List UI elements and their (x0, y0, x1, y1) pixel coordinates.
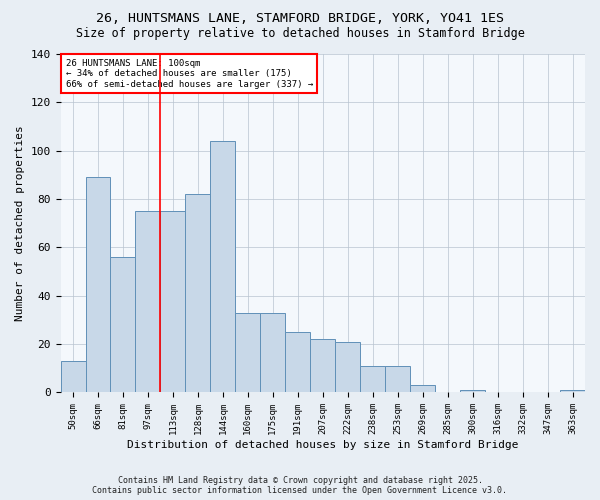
Bar (335, 342, 360, 392)
Text: 26 HUNTSMANS LANE: 100sqm
← 34% of detached houses are smaller (175)
66% of semi: 26 HUNTSMANS LANE: 100sqm ← 34% of detac… (65, 59, 313, 88)
Bar (460, 390, 485, 392)
Text: 26, HUNTSMANS LANE, STAMFORD BRIDGE, YORK, YO41 1ES: 26, HUNTSMANS LANE, STAMFORD BRIDGE, YOR… (96, 12, 504, 26)
Bar (110, 257, 136, 392)
Bar (310, 340, 335, 392)
Bar (160, 211, 185, 392)
Bar (410, 385, 435, 392)
Bar (61, 361, 86, 392)
X-axis label: Distribution of detached houses by size in Stamford Bridge: Distribution of detached houses by size … (127, 440, 518, 450)
Bar (136, 211, 160, 392)
Bar (560, 390, 585, 392)
Bar (260, 312, 286, 392)
Bar (211, 141, 235, 393)
Bar (185, 194, 211, 392)
Text: Size of property relative to detached houses in Stamford Bridge: Size of property relative to detached ho… (76, 28, 524, 40)
Bar (385, 366, 410, 392)
Bar (86, 178, 110, 392)
Y-axis label: Number of detached properties: Number of detached properties (15, 126, 25, 321)
Bar (235, 312, 260, 392)
Bar (286, 332, 310, 392)
Bar (360, 366, 385, 392)
Text: Contains HM Land Registry data © Crown copyright and database right 2025.
Contai: Contains HM Land Registry data © Crown c… (92, 476, 508, 495)
